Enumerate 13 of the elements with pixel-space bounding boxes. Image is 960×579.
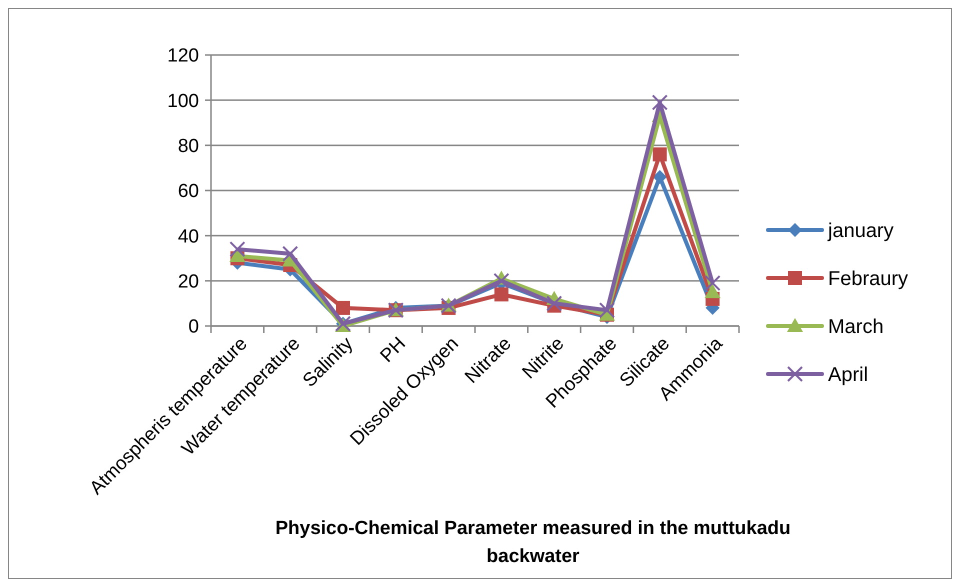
legend-label: january (827, 220, 894, 242)
y-tick-label: 80 (178, 136, 199, 157)
y-tick-label: 40 (178, 226, 199, 248)
legend-label: April (828, 364, 868, 386)
y-tick-label: 120 (167, 46, 199, 67)
y-tick-label: 20 (178, 271, 199, 292)
text: Physico-Chemical Parameter measured in the muttukadu backwater (275, 518, 791, 567)
x-tick-label: PH (376, 333, 410, 367)
legend-label: Febraury (828, 268, 908, 290)
y-tick-label: 0 (188, 316, 199, 338)
y-tick-label: 100 (167, 90, 199, 112)
y-tick-label: 60 (178, 181, 199, 202)
legend-label: March (828, 316, 884, 338)
